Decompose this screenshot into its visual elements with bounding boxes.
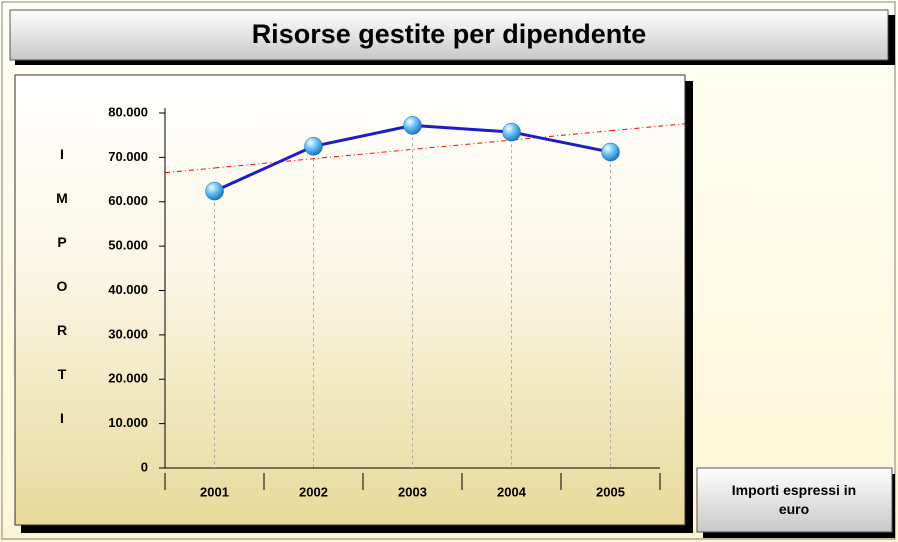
x-tick-label: 2005	[596, 484, 625, 499]
point	[502, 122, 521, 142]
x-tick-label: 2003	[398, 484, 427, 499]
y-axis-label: IMPORTI	[54, 146, 70, 454]
x-tick-label: 2001	[200, 484, 229, 499]
y-tick-label: 10.000	[108, 415, 148, 430]
note: Importi espressi in euro	[732, 482, 856, 517]
point	[205, 181, 224, 201]
y-tick-label: 20.000	[108, 371, 148, 386]
x-tick-label: 2002	[299, 484, 328, 499]
trend-line-extension	[164, 167, 215, 174]
x-tick-label: 2004	[497, 484, 527, 499]
point	[601, 142, 620, 162]
y-tick-label: 30.000	[108, 326, 148, 341]
point	[403, 116, 422, 135]
y-tick-label: 50.000	[108, 238, 148, 253]
y-tick-label: 60.000	[108, 193, 148, 208]
chart-title: Risorse gestite per dipendente	[252, 19, 647, 49]
title-bar	[9, 9, 889, 61]
y-tick-label: 0	[141, 459, 148, 474]
trend-line-extension	[610, 123, 686, 132]
y-tick-label: 70.000	[108, 149, 148, 164]
note-box	[696, 467, 893, 533]
plot-panel	[14, 74, 686, 526]
y-tick-label: 40.000	[108, 282, 148, 297]
point	[304, 137, 323, 156]
y-tick-label: 80.000	[108, 104, 148, 119]
